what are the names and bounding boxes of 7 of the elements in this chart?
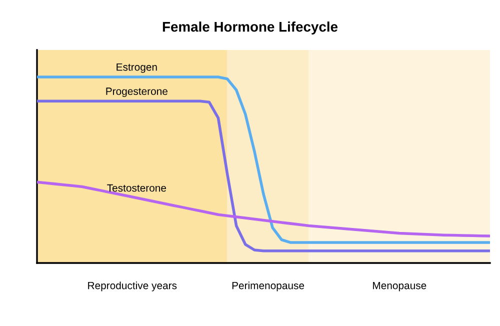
text: Reproductive years — [88, 282, 177, 292]
series-label: Testosterone — [107, 184, 166, 192]
text: Menopause — [373, 282, 426, 292]
series-label: Progesterone — [106, 88, 168, 97]
text: Perimenopause — [232, 282, 304, 292]
series-label: Estrogen — [116, 63, 157, 73]
chart-title: Female Hormone Lifecycle — [162, 22, 338, 34]
